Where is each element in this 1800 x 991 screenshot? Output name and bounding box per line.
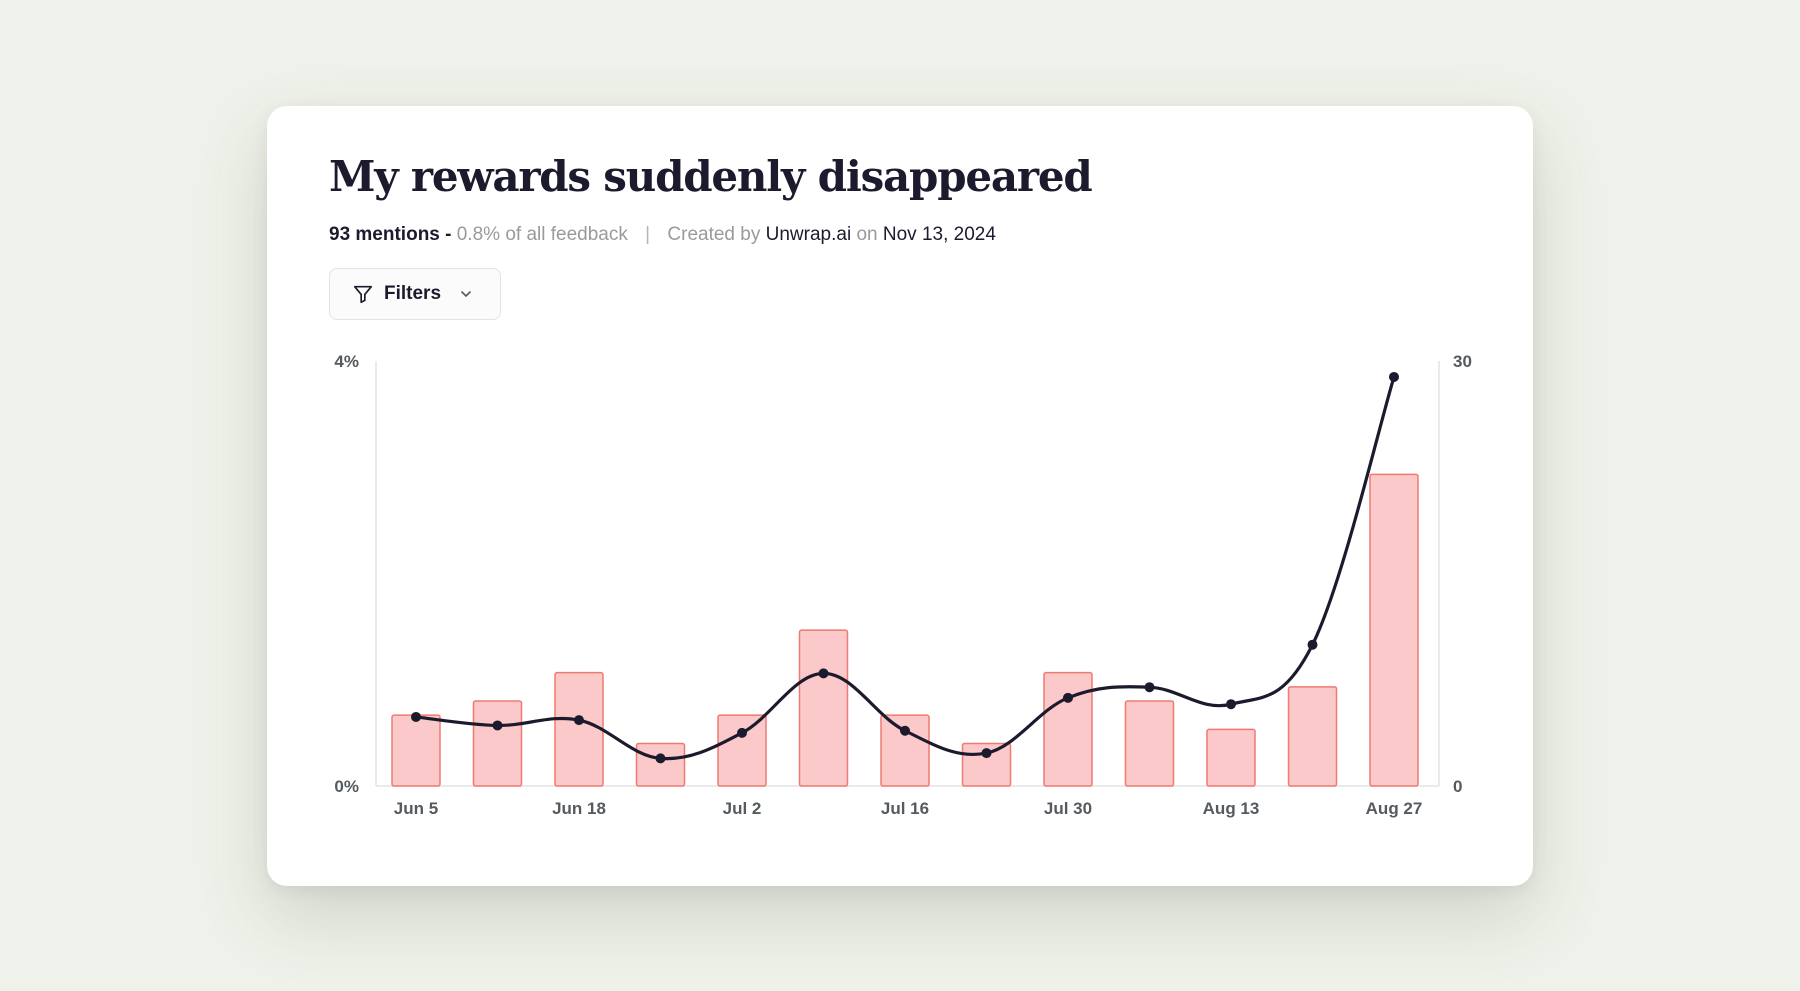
chevron-down-icon bbox=[459, 287, 473, 301]
line-point-aug-20[interactable] bbox=[1307, 639, 1318, 650]
mentions-chart: 4% 0% 30 0 Jun 5 Jun 18 Jul 2 Jul 16 Jul 30 Aug 1… bbox=[334, 352, 1472, 818]
meta-separator: | bbox=[645, 224, 651, 245]
bar-aug-27[interactable] bbox=[1369, 473, 1419, 787]
line-point-jun-18[interactable] bbox=[574, 715, 584, 726]
bar-jun-25[interactable] bbox=[635, 742, 686, 787]
meta-dash: - bbox=[445, 224, 452, 245]
bar-jul-9[interactable] bbox=[798, 629, 849, 787]
bar-jul-16[interactable] bbox=[880, 714, 930, 787]
line-point-jun-11[interactable] bbox=[492, 720, 503, 731]
line-point-jun-5[interactable] bbox=[411, 711, 421, 722]
x-tick-aug-13: Aug 13 bbox=[1203, 799, 1260, 818]
topic-card: My rewards suddenly disappeared 93 menti… bbox=[267, 106, 1533, 886]
bar-jun-18[interactable] bbox=[554, 671, 604, 787]
filter-icon bbox=[352, 283, 374, 305]
bar-aug-20[interactable] bbox=[1287, 686, 1338, 787]
bar-jul-2[interactable] bbox=[717, 714, 767, 787]
line-point-jul-16[interactable] bbox=[900, 725, 910, 736]
line-point-aug-27[interactable] bbox=[1389, 371, 1399, 382]
page-title: My rewards suddenly disappeared bbox=[329, 152, 1093, 201]
x-tick-jun-18: Jun 18 bbox=[552, 799, 606, 818]
line-point-jul-9[interactable] bbox=[818, 668, 829, 679]
bar-jul-30[interactable] bbox=[1043, 671, 1093, 787]
feedback-share: 0.8% of all feedback bbox=[456, 224, 628, 245]
line-point-jun-25[interactable] bbox=[655, 753, 666, 764]
bar-aug-13[interactable] bbox=[1206, 728, 1256, 787]
left-axis-tick-max: 4% bbox=[334, 352, 359, 371]
on-label: on bbox=[856, 224, 878, 245]
line-point-aug-13[interactable] bbox=[1226, 699, 1236, 710]
x-tick-aug-27: Aug 27 bbox=[1366, 799, 1423, 818]
bar-jun-5[interactable] bbox=[391, 714, 441, 787]
filters-label: Filters bbox=[384, 283, 442, 304]
filters-button[interactable]: Filters bbox=[329, 268, 501, 320]
right-axis-tick-min: 0 bbox=[1453, 777, 1462, 796]
feedback-share-line bbox=[415, 376, 1396, 761]
x-tick-jun-5: Jun 5 bbox=[394, 799, 438, 818]
created-date: Nov 13, 2024 bbox=[882, 224, 996, 245]
line-point-aug-6[interactable] bbox=[1144, 682, 1155, 693]
right-axis-tick-max: 30 bbox=[1453, 352, 1472, 371]
bar-aug-6[interactable] bbox=[1124, 700, 1175, 787]
creator-name: Unwrap.ai bbox=[765, 224, 852, 245]
x-tick-jul-16: Jul 16 bbox=[881, 799, 929, 818]
x-tick-jul-2: Jul 2 bbox=[723, 799, 762, 818]
line-point-jul-2[interactable] bbox=[737, 727, 747, 738]
meta-line: 93 mentions - 0.8% of all feedback | Cre… bbox=[329, 224, 996, 246]
created-by-label: Created by bbox=[667, 224, 761, 245]
mentions-count: 93 mentions bbox=[329, 224, 440, 245]
line-point-jul-30[interactable] bbox=[1063, 692, 1073, 703]
line-point-jul-23[interactable] bbox=[981, 748, 992, 759]
left-axis-tick-min: 0% bbox=[334, 777, 359, 796]
bar-jun-11[interactable] bbox=[472, 700, 523, 787]
x-tick-jul-30: Jul 30 bbox=[1044, 799, 1092, 818]
